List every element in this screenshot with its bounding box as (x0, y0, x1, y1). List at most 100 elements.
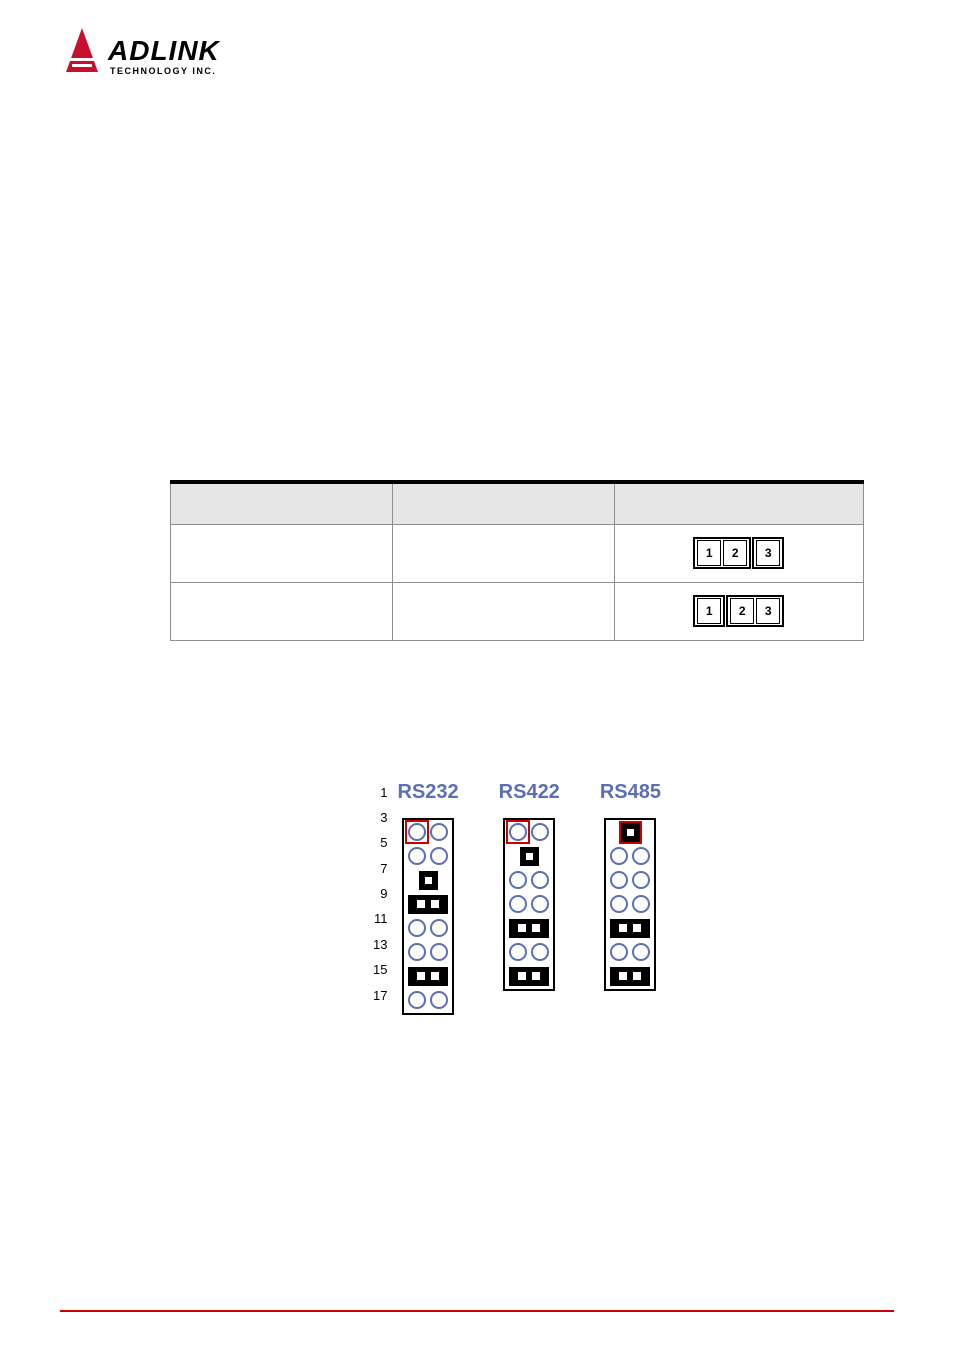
pin-header-column-rs422: RS422 (499, 781, 560, 1015)
pin-number: 15 (373, 962, 387, 977)
footer-divider (60, 1310, 894, 1312)
table-cell (171, 524, 393, 582)
pin-header-body (604, 818, 656, 991)
pin-open-icon (430, 991, 448, 1009)
pin-row (610, 894, 650, 915)
pin-number: 9 (373, 886, 387, 901)
svg-text:ADLINK: ADLINK (107, 35, 221, 66)
pin-row (509, 846, 549, 867)
pin-open-icon (408, 823, 426, 841)
pin-number: 5 (373, 835, 387, 850)
table-header (392, 482, 614, 524)
table-cell (392, 524, 614, 582)
page: ADLINK TECHNOLOGY INC. (0, 0, 954, 1352)
pin-open-icon (408, 847, 426, 865)
pin-row (509, 918, 549, 939)
pin-row (509, 942, 549, 963)
pin-header-section: 1 3 5 7 9 11 13 15 17 RS232 RS422 (170, 781, 864, 1015)
pin-number: 7 (373, 861, 387, 876)
pin-jumpered-icon (621, 823, 640, 842)
pin-open-icon (430, 943, 448, 961)
pin-open-icon (509, 871, 527, 889)
pin-header-column-rs232: RS232 (398, 781, 459, 1015)
table-row: 12 3 (171, 524, 864, 582)
pin-row (408, 966, 448, 987)
pin-open-icon (408, 991, 426, 1009)
pin-jumpered-icon (408, 895, 448, 914)
jumper-settings-table: 12 3 1 (170, 480, 864, 641)
pin-header-column-rs485: RS485 (600, 781, 661, 1015)
pin-open-icon (531, 871, 549, 889)
pin-jumpered-icon (509, 919, 549, 938)
pin-open-icon (610, 847, 628, 865)
pin-number: 11 (373, 911, 387, 926)
pin-open-icon (632, 943, 650, 961)
pin-row (610, 846, 650, 867)
pin-row (610, 822, 650, 843)
pin-jumpered-icon (408, 967, 448, 986)
adlink-logo: ADLINK TECHNOLOGY INC. (60, 20, 260, 90)
pin-first-box (619, 821, 642, 844)
pin-row (408, 894, 448, 915)
pin-open-icon (509, 943, 527, 961)
pin-row (408, 870, 448, 891)
jumper-diagram-icon: 12 3 (693, 537, 784, 569)
pin-header-with-numbers: 1 3 5 7 9 11 13 15 17 RS232 (373, 781, 459, 1015)
pin-open-icon (632, 847, 650, 865)
pin-open-icon (610, 871, 628, 889)
pin-header-body (402, 818, 454, 1015)
pin-row (610, 918, 650, 939)
pin-row (509, 822, 549, 843)
pin-number: 17 (373, 988, 387, 1003)
pin-row (509, 894, 549, 915)
pin-open-icon (408, 919, 426, 937)
pin-row (408, 942, 448, 963)
table-row: 1 23 (171, 582, 864, 640)
table-cell (171, 582, 393, 640)
jumper-diagram-icon: 1 23 (693, 595, 784, 627)
pin-row (408, 918, 448, 939)
table-header (614, 482, 864, 524)
pin-open-icon (430, 919, 448, 937)
pin-jumpered-icon (509, 967, 549, 986)
pin-number: 13 (373, 937, 387, 952)
pin-row (408, 822, 448, 843)
pin-jumpered-icon (610, 967, 650, 986)
pin-jumpered-icon (610, 919, 650, 938)
table-cell (392, 582, 614, 640)
table-header-row (171, 482, 864, 524)
pin-row (610, 966, 650, 987)
table-header (171, 482, 393, 524)
pin-number: 3 (373, 810, 387, 825)
pin-open-icon (509, 895, 527, 913)
pin-number: 1 (373, 785, 387, 800)
pin-row (509, 966, 549, 987)
pin-open-icon (632, 895, 650, 913)
pin-open-icon (430, 847, 448, 865)
pin-open-icon (632, 871, 650, 889)
pin-header-title: RS485 (600, 781, 661, 804)
pin-header-title: RS422 (499, 781, 560, 804)
table-cell-diagram: 12 3 (614, 524, 864, 582)
pin-jumpered-icon (419, 871, 438, 890)
pin-header-body (503, 818, 555, 991)
pin-row (509, 870, 549, 891)
table-cell-diagram: 1 23 (614, 582, 864, 640)
pin-open-icon (531, 943, 549, 961)
pin-row (408, 990, 448, 1011)
pin-open-icon (610, 943, 628, 961)
pin-open-icon (610, 895, 628, 913)
pin-row (610, 870, 650, 891)
pin-open-icon (509, 823, 527, 841)
pin-row (610, 942, 650, 963)
pin-open-icon (531, 895, 549, 913)
pin-row (408, 846, 448, 867)
pin-open-icon (531, 823, 549, 841)
pin-row-numbers: 1 3 5 7 9 11 13 15 17 (373, 781, 387, 1003)
pin-open-icon (430, 823, 448, 841)
pin-header-title: RS232 (398, 781, 459, 804)
pin-open-icon (408, 943, 426, 961)
svg-text:TECHNOLOGY INC.: TECHNOLOGY INC. (110, 66, 216, 76)
pin-jumpered-icon (520, 847, 539, 866)
main-content: 12 3 1 (170, 480, 864, 1015)
